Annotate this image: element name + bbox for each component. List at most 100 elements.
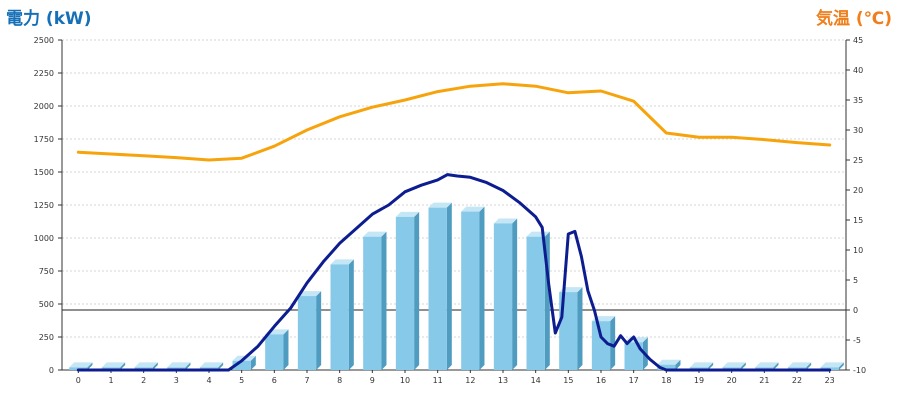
bar [657, 359, 681, 370]
bar-top [69, 362, 93, 368]
bar-side [120, 362, 126, 370]
bar [428, 202, 452, 370]
left-axis-title: 電力 (kW) [6, 9, 92, 29]
bar-top [755, 362, 779, 368]
x-tick-label: 11 [433, 376, 443, 385]
bar-side [218, 362, 224, 370]
x-tick-label: 8 [337, 376, 342, 385]
right-tick-label: 15 [853, 216, 863, 225]
bar-top [657, 359, 681, 365]
right-tick-label: 40 [853, 66, 863, 75]
power-line [76, 173, 832, 372]
bar-top [722, 362, 746, 368]
bar-face [461, 211, 480, 370]
bar-face [428, 207, 447, 370]
x-tick-label: 16 [596, 376, 606, 385]
left-tick-label: 250 [39, 333, 54, 342]
bar-top [493, 218, 518, 224]
right-tick-label: 30 [853, 126, 863, 135]
x-tick-label: 17 [629, 376, 639, 385]
bar-face [624, 342, 643, 370]
bar-top [820, 362, 844, 368]
bar-top [461, 206, 485, 212]
x-tick-label: 19 [694, 376, 704, 385]
bar [591, 316, 616, 370]
bar-top [363, 231, 387, 237]
left-axis: 0 250 500 750 1000 1250 1500 1750 2000 2250 2500 [34, 36, 63, 375]
bar-side [610, 316, 616, 370]
left-tick-label: 2250 [34, 69, 54, 78]
bar-side [348, 259, 354, 370]
bar [363, 231, 387, 370]
right-tick-label: 35 [853, 96, 863, 105]
bar-side [838, 362, 844, 370]
bar [395, 211, 420, 370]
bar-top [787, 362, 812, 368]
left-tick-label: 1750 [34, 135, 54, 144]
bar-side [185, 362, 191, 370]
x-tick-label: 1 [108, 376, 113, 385]
left-tick-label: 500 [39, 300, 54, 309]
bar-side [152, 362, 158, 370]
right-tick-label: 45 [853, 36, 863, 45]
right-tick-label: 10 [853, 246, 863, 255]
x-tick-label: 2 [141, 376, 146, 385]
bar-face [657, 364, 676, 370]
x-tick-label: 18 [661, 376, 671, 385]
bar-face [559, 292, 578, 370]
bar-side [740, 362, 746, 370]
line-series [76, 82, 832, 372]
bar-face [297, 296, 317, 370]
bar-side [512, 218, 518, 370]
bar-face [591, 321, 611, 370]
x-tick-label: 22 [792, 376, 802, 385]
x-tick-label: 21 [759, 376, 769, 385]
bar-top [689, 362, 714, 368]
right-tick-label: -10 [853, 366, 866, 375]
x-tick-label: 13 [498, 376, 508, 385]
right-tick-label: 20 [853, 186, 863, 195]
left-tick-label: 750 [39, 267, 54, 276]
x-tick-label: 0 [76, 376, 81, 385]
bar-face [526, 236, 545, 370]
bar-face [363, 236, 382, 370]
bar-top [395, 211, 420, 217]
left-tick-label: 1250 [34, 201, 54, 210]
right-tick-label: 25 [853, 156, 863, 165]
right-tick-label: -5 [853, 336, 861, 345]
bar-top [297, 291, 322, 297]
bar-side [708, 362, 714, 370]
x-tick-label: 9 [370, 376, 375, 385]
bar [493, 218, 518, 370]
bar-side [381, 231, 387, 370]
bar-side [806, 362, 812, 370]
x-tick-label: 10 [400, 376, 410, 385]
bar-side [250, 355, 256, 370]
x-tick-label: 4 [206, 376, 211, 385]
bar-side [675, 359, 681, 370]
bar-top [330, 259, 354, 265]
bar-face [265, 334, 284, 370]
bar-top [101, 362, 126, 368]
bar-side [87, 362, 93, 370]
bar-side [316, 291, 322, 370]
bar-series [69, 202, 844, 370]
bar-top [428, 202, 452, 208]
bar-side [414, 211, 420, 370]
x-tick-label: 5 [239, 376, 244, 385]
x-tick-label: 15 [563, 376, 573, 385]
left-tick-label: 2000 [34, 102, 54, 111]
x-tick-label: 3 [174, 376, 179, 385]
bar-side [479, 206, 485, 370]
left-tick-label: 2500 [34, 36, 54, 45]
x-tick-label: 14 [531, 376, 541, 385]
right-axis-title: 気温 (℃) [815, 9, 892, 29]
x-tick-label: 12 [465, 376, 475, 385]
x-tick-label: 6 [272, 376, 277, 385]
x-tick-label: 23 [825, 376, 835, 385]
bar [297, 291, 322, 370]
right-tick-label: 5 [853, 276, 858, 285]
x-tick-label: 20 [727, 376, 737, 385]
bar-side [577, 287, 583, 370]
